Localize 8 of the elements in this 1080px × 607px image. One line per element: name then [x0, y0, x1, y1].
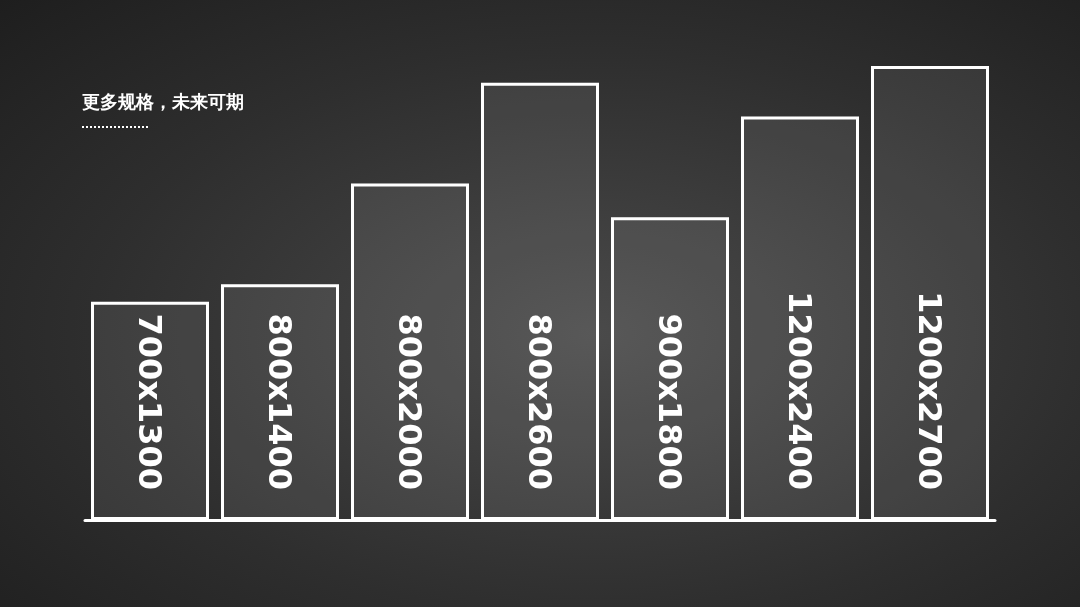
x-tick-label: 800x2600 [521, 313, 559, 490]
x-tick-label: 900x1800 [651, 313, 689, 490]
text: 更多规格，未来可期 [82, 90, 244, 114]
x-tick-label: 700x1300 [131, 313, 169, 490]
x-tick-label: 1200x2700 [911, 291, 949, 490]
x-tick-label: 800x2000 [391, 313, 429, 490]
x-tick-label: 800x1400 [261, 313, 299, 490]
x-tick-label: 1200x2400 [781, 291, 819, 490]
